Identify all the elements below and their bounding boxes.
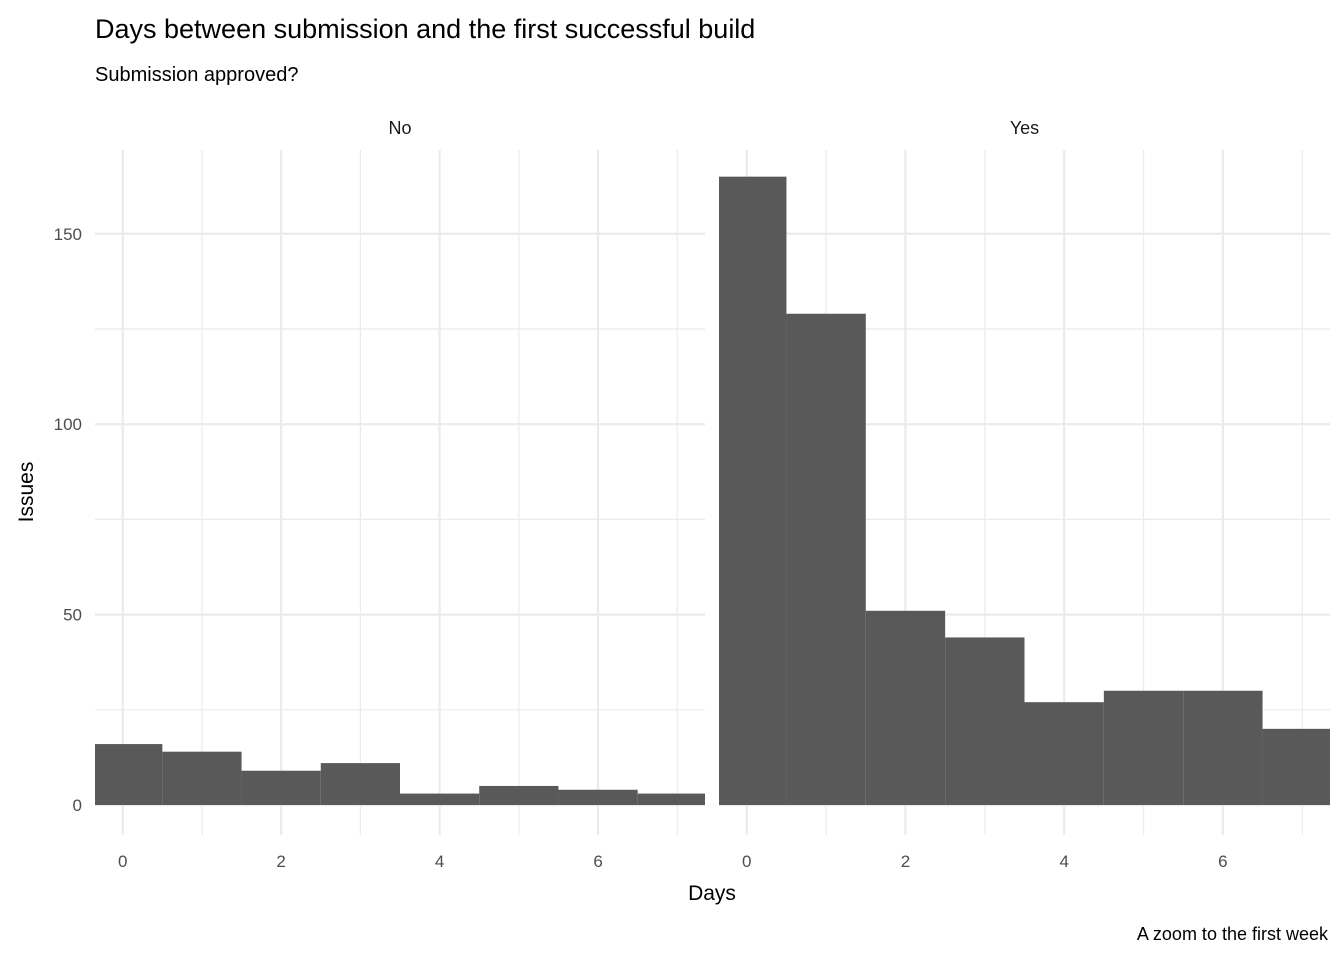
bar [241,770,321,805]
facet-panels: No 0 2 4 6 Yes 0 2 4 6 0 50 100 150 [54,118,1330,871]
x-tick-label: 4 [1059,852,1068,871]
bar [95,744,163,805]
chart-title: Days between submission and the first su… [95,14,755,44]
bar [1262,728,1330,805]
bar [1103,690,1184,805]
y-axis-ticks: 0 50 100 150 [54,225,82,815]
bar [865,610,946,805]
x-tick-label: 2 [276,852,285,871]
facet-strip-label: Yes [1010,118,1039,138]
bar [1024,702,1104,805]
chart-subtitle: Submission approved? [95,64,298,86]
facet-panel-yes: Yes 0 2 4 6 [719,118,1330,871]
bar [719,176,787,805]
x-tick-label: 0 [118,852,127,871]
x-tick-label: 0 [742,852,751,871]
bar [945,637,1025,805]
bar [400,793,480,805]
bar [479,785,559,805]
y-tick-label: 150 [54,225,82,244]
y-axis-title: Issues [15,462,38,523]
x-tick-label: 4 [435,852,444,871]
facet-panel-no: No 0 2 4 6 [95,118,705,871]
y-tick-label: 0 [73,796,82,815]
chart-caption: A zoom to the first week [1137,924,1329,944]
bar [637,793,705,805]
y-tick-label: 100 [54,415,82,434]
bar [558,789,638,805]
y-tick-label: 50 [63,606,82,625]
bar [162,751,242,805]
x-tick-label: 6 [593,852,602,871]
x-tick-label: 2 [901,852,910,871]
bar [1183,690,1263,805]
bar [786,313,866,805]
x-tick-label: 6 [1218,852,1227,871]
bar [320,763,400,805]
x-axis-title: Days [688,882,736,905]
facet-strip-label: No [388,118,411,138]
